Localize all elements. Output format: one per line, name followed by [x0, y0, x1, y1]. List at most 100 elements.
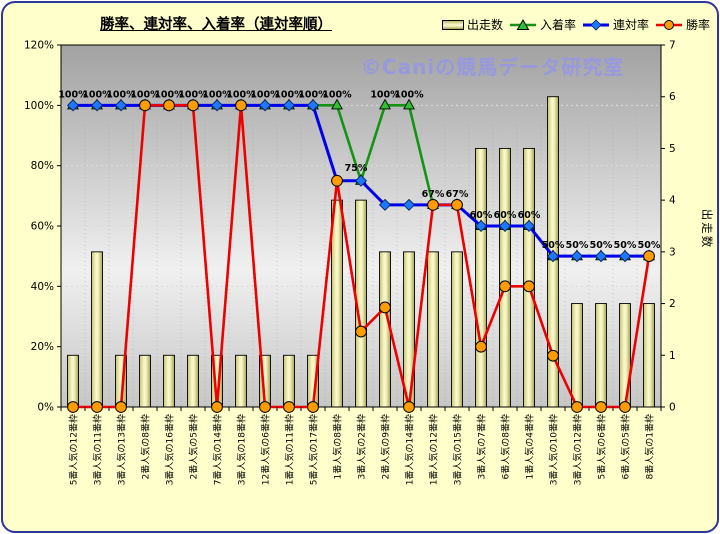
chart-canvas: 100%100%100%100%100%100%100%100%100%100%… [24, 40, 714, 486]
category-label: 5番人気の12番枠 [68, 414, 80, 485]
data-label: 60% [470, 210, 493, 221]
circle-marker [547, 349, 559, 362]
circle-marker [595, 401, 607, 413]
category-label: 1番人気の11番枠 [284, 414, 296, 485]
diamond-marker [354, 174, 368, 187]
diamond-marker [546, 250, 560, 263]
category-label: 3番人気の18番枠 [236, 414, 248, 485]
bar [187, 354, 199, 408]
right-tick-label: 1 [669, 350, 676, 362]
left-tick-label: 100% [24, 100, 54, 112]
diamond-line-icon [582, 18, 609, 31]
diamond-marker [378, 198, 392, 211]
circle-marker [211, 401, 223, 413]
data-label: 75% [345, 163, 368, 174]
diamond-marker [66, 99, 80, 112]
data-label: 50% [638, 240, 661, 251]
left-tick-label: 60% [31, 221, 54, 233]
data-label: 50% [566, 240, 589, 251]
data-label: 100% [154, 89, 184, 100]
category-label: 3番人気の10番枠 [548, 414, 560, 485]
legend-label-win-rate: 勝率 [685, 18, 710, 32]
bar [163, 354, 175, 408]
diamond-marker [402, 198, 416, 211]
category-label: 3番人気の15番枠 [452, 414, 464, 485]
category-label: 3番人気の12番枠 [572, 414, 584, 485]
category-label: 3番人気の16番枠 [164, 414, 176, 485]
category-label: 1番人気の8番枠 [332, 414, 344, 479]
category-label: 2番人気の5番枠 [188, 414, 200, 479]
diamond-marker [474, 219, 488, 233]
data-label: 100% [298, 89, 328, 100]
circle-marker [427, 198, 439, 211]
bar [523, 147, 535, 408]
diamond-marker [498, 219, 512, 233]
category-label: 3番人気の2番枠 [356, 414, 368, 479]
diamond-marker [618, 250, 632, 263]
category-label: 3番人気の7番枠 [476, 414, 488, 479]
diamond-marker [282, 99, 296, 112]
left-tick-label: 20% [31, 341, 54, 353]
circle-marker [259, 401, 271, 413]
line-series-circle [67, 99, 655, 413]
legend-item-place-rate: 入着率 [509, 16, 576, 33]
triangle-marker [331, 98, 343, 110]
bar [475, 147, 487, 408]
bar [643, 303, 655, 408]
triangle-line-icon [509, 18, 536, 30]
category-label: 2番人気の8番枠 [140, 414, 152, 479]
circle-marker [235, 99, 247, 112]
diamond-marker [570, 250, 584, 263]
circle-marker [187, 99, 199, 112]
right-axis-title: 出走数 [700, 209, 714, 250]
circle-line-icon [655, 19, 682, 30]
data-label: 100% [370, 89, 400, 100]
category-label: 7番人気の14番枠 [212, 414, 224, 485]
category-label: 8番人気の1番枠 [644, 414, 656, 479]
circle-marker [451, 198, 463, 211]
right-tick-label: 2 [669, 298, 676, 310]
data-label: 100% [274, 89, 304, 100]
circle-marker [67, 401, 79, 413]
right-tick-label: 7 [669, 40, 676, 52]
category-label: 5番人気の17番枠 [308, 414, 320, 485]
bar [379, 251, 391, 408]
circle-marker [499, 280, 511, 293]
legend-label-quinella-rate: 連対率 [612, 18, 649, 32]
category-label: 3番人気の13番枠 [116, 414, 128, 485]
right-tick-label: 3 [669, 246, 676, 258]
right-tick-label: 4 [669, 195, 676, 207]
triangle-marker [403, 98, 415, 110]
legend-item-win-rate: 勝率 [655, 16, 710, 33]
circle-marker [115, 401, 127, 413]
legend-item-quinella-rate: 連対率 [582, 16, 649, 33]
data-labels: 100%100%100%100%100%100%100%100%100%100%… [58, 89, 661, 251]
data-label: 50% [542, 240, 565, 251]
right-tick-label: 6 [669, 91, 676, 103]
bar [427, 251, 439, 408]
category-label: 6番人気の8番枠 [500, 414, 512, 479]
circle-marker [139, 99, 151, 112]
bar [235, 354, 247, 408]
circle-marker [643, 250, 655, 263]
data-label: 67% [446, 189, 469, 200]
circle-marker [403, 401, 415, 413]
category-label: 2番人気の9番枠 [380, 414, 392, 479]
circle-marker [619, 401, 631, 413]
data-label: 50% [590, 240, 613, 251]
chart-title: 勝率、連対率、入着率（連対率順） [100, 17, 332, 33]
circle-marker [379, 301, 391, 314]
data-label: 100% [178, 89, 208, 100]
data-label: 100% [106, 89, 136, 100]
diamond-marker [114, 99, 128, 112]
data-label: 100% [394, 89, 424, 100]
circle-marker [91, 401, 103, 413]
data-label: 100% [202, 89, 232, 100]
left-tick-label: 80% [31, 160, 54, 172]
data-label: 67% [422, 189, 445, 200]
right-tick-label: 5 [669, 143, 676, 155]
data-label: 60% [494, 210, 517, 221]
bar [499, 147, 511, 408]
category-label: 1番人気の14番枠 [404, 414, 416, 485]
circle-marker [475, 340, 487, 353]
